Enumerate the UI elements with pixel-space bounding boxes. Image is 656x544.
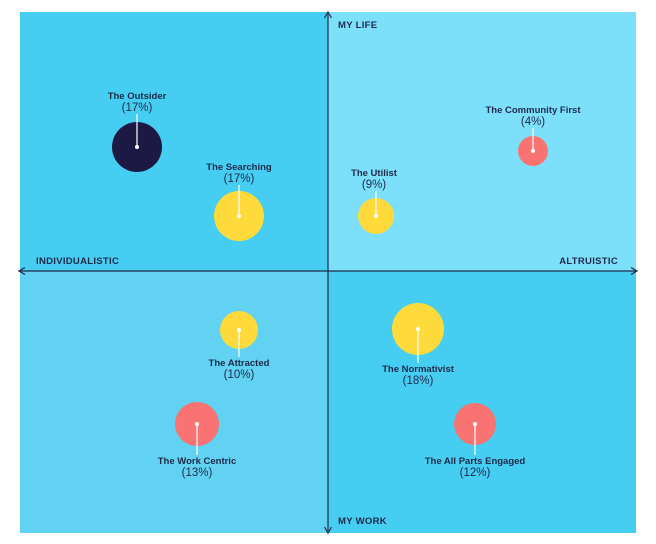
quadrant-bottom-right bbox=[328, 271, 636, 533]
axis-label-bottom: MY WORK bbox=[338, 516, 387, 527]
vertical-axis bbox=[323, 10, 333, 535]
horizontal-axis-arrow-left bbox=[17, 266, 26, 276]
segment-name: The Normativist bbox=[382, 364, 455, 375]
segment-percentage: (17%) bbox=[122, 102, 153, 114]
horizontal-axis-arrow-right bbox=[630, 266, 639, 276]
segment-the-attracted: The Attracted(10%) bbox=[209, 311, 270, 381]
segment-percentage: (10%) bbox=[224, 369, 255, 381]
segment-the-work-centric: The Work Centric(13%) bbox=[158, 402, 236, 479]
segment-the-community-first: The Community First(4%) bbox=[485, 105, 581, 166]
segment-center-dot bbox=[531, 149, 535, 153]
segment-the-utilist: The Utilist(9%) bbox=[351, 168, 398, 234]
segment-center-dot bbox=[195, 422, 199, 426]
segment-center-dot bbox=[473, 422, 477, 426]
segment-percentage: (12%) bbox=[460, 467, 491, 479]
axis-label-right: ALTRUISTIC bbox=[559, 256, 618, 267]
segment-name: The Community First bbox=[485, 105, 581, 116]
segment-percentage: (9%) bbox=[362, 179, 386, 191]
segment-name: The Utilist bbox=[351, 168, 398, 179]
segment-center-dot bbox=[237, 328, 241, 332]
axis-label-top: MY LIFE bbox=[338, 20, 377, 31]
segment-the-all-parts-engaged: The All Parts Engaged(12%) bbox=[425, 403, 526, 479]
segment-center-dot bbox=[135, 145, 139, 149]
quadrant-top-left bbox=[20, 12, 328, 271]
axis-label-left: INDIVIDUALISTIC bbox=[36, 256, 119, 267]
quadrant-bottom-left bbox=[20, 271, 328, 533]
segment-percentage: (17%) bbox=[224, 173, 255, 185]
segment-name: The Outsider bbox=[108, 91, 167, 102]
horizontal-axis bbox=[17, 266, 639, 276]
segment-the-normativist: The Normativist(18%) bbox=[382, 303, 455, 387]
segment-name: The Work Centric bbox=[158, 456, 236, 467]
segment-the-outsider: The Outsider(17%) bbox=[108, 91, 167, 172]
segment-the-searching: The Searching(17%) bbox=[206, 162, 272, 241]
segment-name: The Attracted bbox=[209, 358, 270, 369]
vertical-axis-arrow-top bbox=[323, 10, 333, 19]
segment-percentage: (18%) bbox=[403, 375, 434, 387]
segment-percentage: (4%) bbox=[521, 116, 545, 128]
segments: The Outsider(17%)The Searching(17%) The U… bbox=[108, 91, 582, 479]
segment-percentage: (13%) bbox=[182, 467, 213, 479]
segment-name: The Searching bbox=[206, 162, 272, 173]
segment-center-dot bbox=[374, 214, 378, 218]
segment-center-dot bbox=[416, 327, 420, 331]
segment-center-dot bbox=[237, 214, 241, 218]
segment-name: The All Parts Engaged bbox=[425, 456, 526, 467]
vertical-axis-arrow-bottom bbox=[323, 526, 333, 535]
